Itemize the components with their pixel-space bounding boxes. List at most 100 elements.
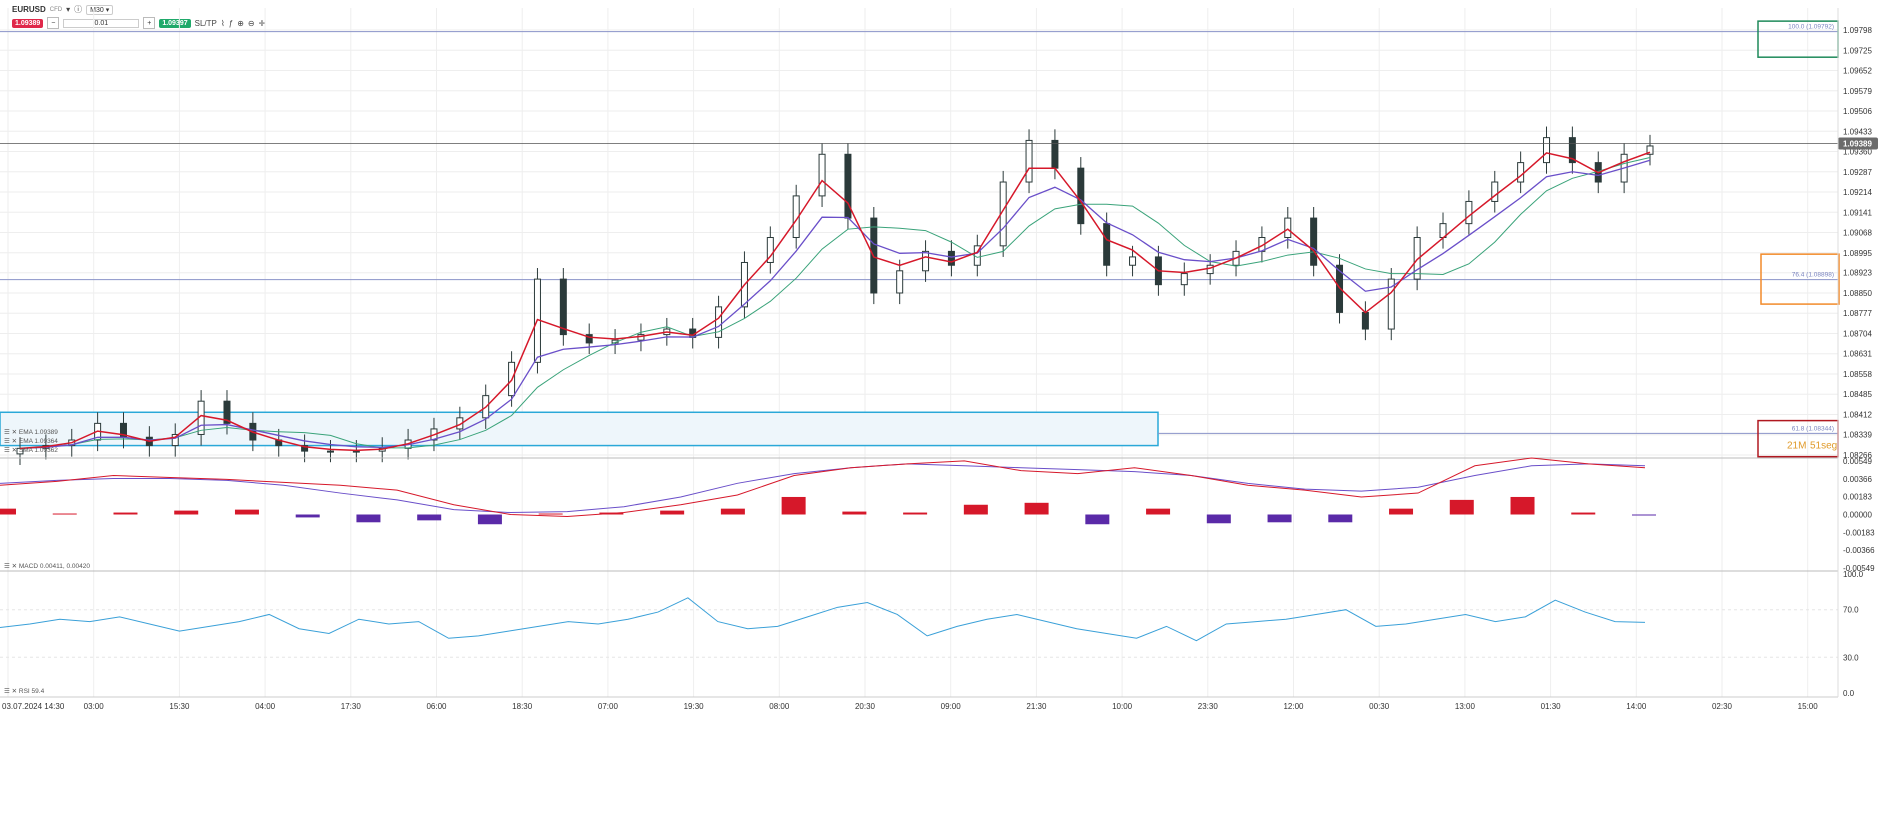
zoom-in-icon[interactable]: ⊕ — [237, 18, 244, 28]
candle-body — [1103, 223, 1111, 266]
rsi-y-tick: 30.0 — [1843, 653, 1859, 662]
macd-hist-bar — [1267, 514, 1292, 523]
macd-hist-bar — [52, 513, 77, 515]
candle-body — [1025, 139, 1033, 183]
zoom-out-icon[interactable]: ⊖ — [247, 18, 255, 28]
ema-slow-line — [19, 159, 1651, 449]
macd-hist-bar — [295, 514, 320, 518]
rsi-legend: ☰ ✕ RSI 59.4 — [4, 688, 45, 695]
macd-hist-bar — [781, 496, 806, 515]
x-tick-label: 02:30 — [1712, 702, 1733, 711]
x-tick-label: 21:30 — [1026, 702, 1047, 711]
fib-box — [1760, 253, 1840, 305]
macd-hist-bar — [1571, 512, 1596, 515]
macd-hist-bar — [477, 514, 502, 525]
y-tick-label: 1.08339 — [1843, 431, 1872, 440]
x-tick-label: 06:00 — [426, 702, 447, 711]
y-tick-label: 1.09506 — [1843, 107, 1872, 116]
rsi-y-tick: 100.0 — [1843, 570, 1864, 579]
macd-signal-line — [0, 463, 1646, 514]
candle-body — [922, 250, 930, 272]
y-tick-label: 1.08485 — [1843, 390, 1872, 399]
macd-hist-bar — [963, 504, 988, 515]
info-icon[interactable]: ⓘ — [74, 5, 83, 14]
x-tick-label: 20:30 — [855, 702, 876, 711]
y-tick-label: 1.08704 — [1843, 329, 1872, 338]
candle-body — [818, 153, 826, 197]
indicator-legend: ☰ ✕ SMA 1.09362 — [4, 447, 58, 454]
candle-body — [1077, 167, 1085, 225]
macd-y-tick: 0.00366 — [1843, 475, 1872, 484]
y-tick-label: 1.08266 — [1843, 451, 1872, 460]
macd-y-tick: -0.00549 — [1843, 564, 1875, 573]
chevron-down-icon[interactable]: ▾ — [66, 5, 71, 14]
x-tick-label: 17:30 — [341, 702, 362, 711]
macd-hist-bar — [1632, 514, 1656, 516]
buy-price-button[interactable]: 1.09397 — [159, 18, 191, 28]
candle-body — [559, 278, 567, 336]
y-tick-label: 1.09433 — [1843, 127, 1872, 136]
current-price-tag — [1838, 137, 1878, 150]
macd-y-tick: 0.00183 — [1843, 493, 1872, 502]
macd-y-tick: -0.00366 — [1843, 546, 1875, 555]
x-tick-label: 00:30 — [1369, 702, 1390, 711]
rsi-y-tick: 0.0 — [1843, 689, 1855, 698]
candle-body — [766, 237, 774, 263]
candle-body — [352, 450, 360, 453]
x-tick-label: 01:30 — [1541, 702, 1562, 711]
candle-body — [1336, 264, 1344, 313]
timeframe-value: M30 — [90, 6, 104, 14]
x-tick-label: 14:00 — [1626, 702, 1647, 711]
candle-body — [1051, 139, 1059, 169]
candle-body — [715, 306, 723, 338]
candle-body — [301, 445, 309, 452]
rsi-y-tick: 70.0 — [1843, 606, 1859, 615]
macd-hist-bar — [538, 513, 563, 515]
macd-hist-bar — [1206, 514, 1231, 524]
candle-body — [1387, 278, 1395, 330]
candle-body — [1491, 181, 1499, 202]
indicators-icon[interactable]: ƒ — [228, 18, 234, 28]
x-tick-label: 03.07.2024 14:30 — [2, 702, 65, 711]
ema-fast-line — [19, 151, 1651, 452]
x-tick-label: 13:00 — [1455, 702, 1476, 711]
macd-hist-bar — [1328, 514, 1353, 523]
x-tick-label: 09:00 — [941, 702, 962, 711]
candle-body — [326, 450, 334, 453]
macd-y-tick: -0.00183 — [1843, 528, 1875, 537]
y-tick-label: 1.09141 — [1843, 208, 1872, 217]
x-tick-label: 23:30 — [1198, 702, 1219, 711]
line-chart-icon[interactable]: ⌇ — [220, 18, 225, 28]
candle-body — [1361, 311, 1369, 330]
y-tick-label: 1.09798 — [1843, 26, 1872, 35]
symbol-name[interactable]: EURUSD — [12, 5, 46, 14]
fib-label: 100.0 (1.09792) — [1788, 24, 1834, 31]
candle-body — [1180, 273, 1188, 286]
candle-body — [1284, 217, 1292, 239]
timeframe-select[interactable]: M30 ▾ — [86, 4, 114, 15]
macd-hist-bar — [1510, 496, 1535, 515]
macd-hist-bar — [356, 514, 381, 523]
candle-body — [1568, 137, 1576, 164]
x-tick-label: 15:00 — [1798, 702, 1819, 711]
macd-hist-bar — [720, 508, 745, 515]
sma-line — [19, 157, 1651, 449]
candle-body — [171, 433, 179, 447]
macd-hist-bar — [660, 510, 685, 515]
y-tick-label: 1.08995 — [1843, 249, 1872, 258]
sltp-button[interactable]: SL/TP — [194, 18, 217, 28]
sell-price-button[interactable]: 1.09389 — [12, 18, 44, 28]
y-tick-label: 1.08631 — [1843, 350, 1872, 359]
quantity-decrease-button[interactable]: − — [47, 17, 60, 29]
candle-body — [1646, 145, 1654, 155]
indicator-legend: ☰ ✕ EMA 1.09389 — [4, 429, 58, 436]
y-tick-label: 1.08923 — [1843, 269, 1872, 278]
macd-hist-bar — [1085, 514, 1110, 525]
quantity-increase-button[interactable]: + — [143, 17, 156, 29]
crosshair-icon[interactable]: ✛ — [258, 18, 266, 28]
macd-hist-bar — [113, 512, 138, 515]
candle-body — [223, 400, 231, 424]
quantity-input[interactable]: 0.01 — [63, 18, 140, 28]
fib-label: 61.8 (1.08344) — [1792, 425, 1834, 432]
